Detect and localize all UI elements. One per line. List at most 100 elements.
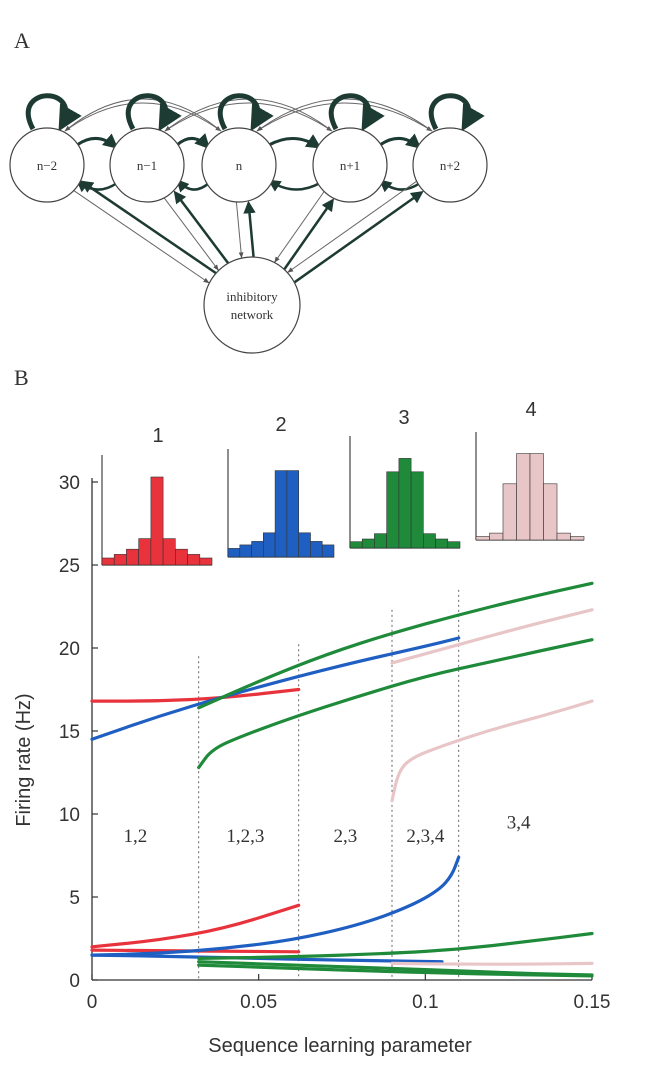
series-line [90,687,301,703]
histogram-bar [150,476,164,566]
from-inhibitory [283,198,334,270]
histogram-bar [349,541,363,549]
region-label: 1,2,3 [226,826,264,847]
histogram-bar [475,536,490,541]
series-line [390,699,594,803]
panel-label-b: B [14,365,29,390]
node-label: n−1 [137,158,157,173]
histogram-inset: 4 [475,399,585,541]
x-axis: 0 0.05 0.1 0.15 [87,974,611,1013]
to-inhibitory [163,197,219,271]
x-axis-title: Sequence learning parameter [208,1035,472,1057]
node-label: n [236,158,243,173]
y-tick-label: 5 [69,888,80,909]
region-label: 2,3 [333,826,357,847]
self-loop [428,93,485,132]
series-line [390,961,594,966]
forward-connection [176,133,211,150]
histogram-label: 4 [525,399,536,421]
y-tick-label: 10 [59,805,80,826]
histogram-bar [187,554,201,566]
forward-connection [76,133,119,149]
region-label: 2,3,4 [406,826,445,847]
histogram-bar [274,470,288,558]
network-diagram: n−2 n−1 n n+1 n+2 inhibitory network [9,93,488,354]
y-axis: 0 5 10 15 20 25 30 [59,473,98,992]
neuron-node [201,127,277,203]
node-label: n+1 [340,158,360,173]
y-tick-label: 0 [69,971,80,992]
to-inhibitory [274,191,325,263]
y-tick-label: 20 [59,639,80,660]
series-line [197,963,594,978]
histogram-bar [556,532,571,541]
region-label: 1,2 [123,826,147,847]
histogram-bar [310,541,323,558]
histogram-bar [489,532,504,541]
panel-label-a: A [14,28,30,53]
histogram-insets: 1 2 3 4 [101,399,585,566]
region-labels: 1,2 1,2,3 2,3 2,3,4 3,4 [123,813,531,847]
histogram-label: 2 [275,414,286,436]
inhibitory-label-line1: inhibitory [226,289,278,304]
inhibitory-node [203,256,301,354]
series-line [90,636,461,741]
backward-connection [379,179,421,193]
histogram-bar [113,554,127,566]
x-tick-label: 0.15 [574,992,611,1013]
x-tick-label: 0 [87,992,98,1013]
from-inhibitory [173,190,229,264]
forward-connection [379,133,422,149]
histogram-bar [543,483,558,541]
long-range-connection [164,102,333,132]
to-inhibitory [235,202,244,259]
series-lines [90,581,594,978]
histogram-bar [199,557,213,566]
histogram-inset: 3 [349,407,461,549]
histogram-bar [286,470,299,558]
histogram-bar [386,471,400,549]
series-line [197,960,594,977]
histogram-label: 3 [398,407,409,429]
histogram-inset: 2 [227,414,335,558]
histogram-bar [162,538,176,566]
histogram-bar [251,541,264,558]
long-range-connection [164,98,333,132]
self-loop [25,93,82,132]
histogram-bar [398,458,412,549]
y-axis-title: Firing rate (Hz) [13,693,35,826]
histogram-bar [422,533,436,549]
region-label: 3,4 [507,813,531,834]
histogram-bar [138,538,152,566]
histogram-bar [262,532,276,558]
histogram-bar [298,532,311,558]
series-line [197,931,594,960]
self-loop [328,93,385,132]
long-range-connection [64,98,222,132]
to-inhibitory [73,190,210,284]
series-line [197,581,594,710]
from-inhibitory [293,190,424,284]
backward-connection [176,179,210,193]
series-line [90,855,461,957]
long-range-connection [256,102,433,132]
neuron-node [312,127,388,203]
series-line [197,638,594,770]
histogram-bar [447,541,461,549]
histogram-bar [516,453,531,541]
histogram-bar [502,483,517,541]
firing-rate-plot: 0 5 10 15 20 25 30 0 0.05 0.1 0.15 1,2 1,2,3 2,3 2,3… [13,473,610,1057]
to-inhibitory [287,181,417,273]
neuron-node [109,127,185,203]
histogram-bar [529,453,544,541]
y-tick-label: 25 [59,556,80,577]
histogram-bar [410,471,424,549]
histogram-bar [239,544,252,558]
x-tick-label: 0.1 [412,992,438,1013]
self-loop [125,93,182,132]
node-label: n−2 [37,158,57,173]
y-tick-label: 30 [59,473,80,494]
inhibitory-label-line2: network [231,307,274,322]
series-line [90,903,301,949]
histogram-bar [175,548,188,566]
